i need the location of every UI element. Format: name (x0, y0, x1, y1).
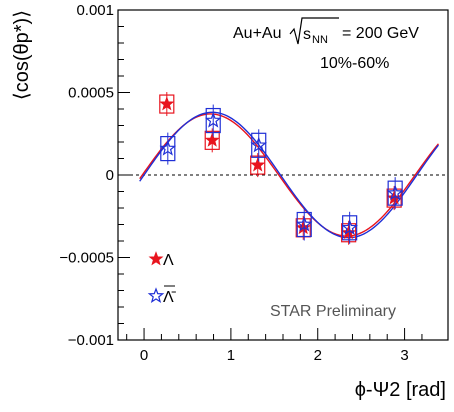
centrality-label: 10%-60% (320, 55, 389, 72)
legend-label-antilambda: Λ̄ (163, 289, 177, 306)
y-tick-label: 0 (106, 167, 114, 184)
sqrt-snn-symbol: s NN (289, 17, 339, 46)
antilambda-point (159, 139, 177, 156)
x-tick-label: 3 (400, 347, 408, 364)
x-tick-label: 2 (314, 347, 322, 364)
data-points (159, 92, 404, 245)
watermark-text: STAR Preliminary (270, 303, 396, 320)
antilambda-point (295, 215, 313, 232)
x-axis-title: ϕ-Ψ2 [rad] (355, 379, 446, 401)
legend-marker-antilambda (147, 287, 165, 304)
y-tick-label: 0.001 (76, 2, 114, 19)
svg-text:NN: NN (312, 34, 328, 46)
x-tick-label: 0 (140, 347, 148, 364)
y-tick-label: 0.0005 (68, 85, 114, 102)
lambda-point (159, 96, 175, 111)
lambda-point (295, 219, 311, 235)
antilambda-point (386, 184, 404, 201)
lambda-point (204, 132, 220, 147)
energy-label: = 200 GeV (342, 25, 419, 42)
antilambda-point (250, 136, 268, 153)
y-tick-label: −0.001 (68, 332, 114, 349)
y-axis-title: ⟨cos(θp*)⟩ (11, 10, 33, 100)
fit-curves (139, 111, 440, 239)
axis-ticks: 0 1 2 3 −0.001 −0.0005 0 0.0005 0.001 (59, 2, 423, 364)
antilambda-point (341, 219, 358, 235)
legend-label-lambda: Λ (163, 252, 174, 269)
svg-text:s: s (303, 26, 311, 43)
antilambda-point (204, 111, 222, 128)
y-tick-label: −0.0005 (59, 250, 114, 267)
legend: Λ Λ̄ (147, 251, 177, 306)
x-tick-label: 1 (227, 347, 235, 364)
lambda-point (250, 157, 266, 172)
legend-marker-lambda (148, 251, 164, 266)
fit-curve (139, 111, 440, 239)
collision-label: Au+Au (233, 25, 281, 42)
